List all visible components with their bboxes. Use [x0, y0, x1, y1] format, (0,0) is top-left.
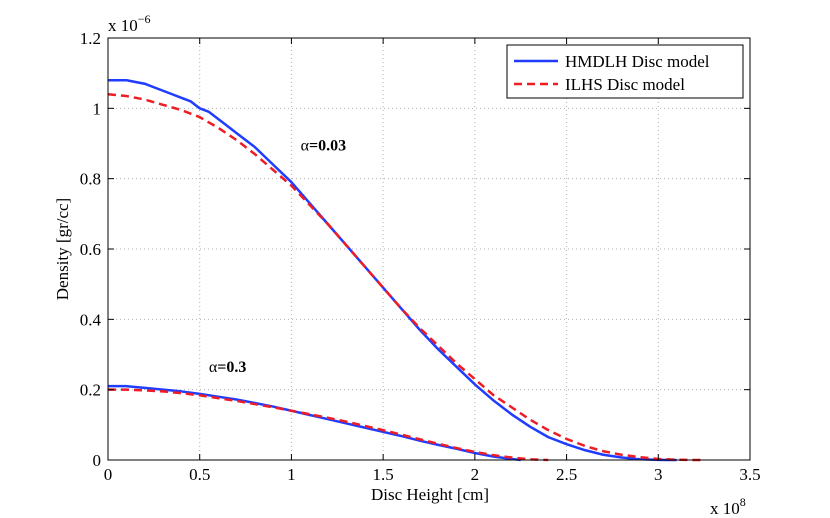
series-line-ilhs-disc-model-alpha-0-03: [107, 93, 705, 462]
x-exponent: x 108: [710, 495, 746, 518]
y-tick-label: 0.4: [80, 310, 102, 329]
y-exponent: x 10−6: [108, 12, 151, 35]
y-axis-label: Density [gr/cc]: [53, 198, 72, 300]
y-tick-label: 1.2: [80, 29, 101, 48]
legend-label-ilhs: ILHS Disc model: [565, 75, 685, 94]
alpha-annotation: α=0.03: [301, 138, 347, 155]
x-tick-label: 0.5: [189, 465, 210, 484]
x-tick-label: 1.5: [373, 465, 394, 484]
x-tick-label: 1: [287, 465, 296, 484]
x-tick-label: 2: [471, 465, 480, 484]
x-axis-label: Disc Height [cm]: [371, 485, 489, 504]
y-tick-label: 1: [93, 99, 102, 118]
series-line-ilhs-disc-model-alpha-0-3: [108, 388, 549, 462]
x-tick-label: 0: [104, 465, 113, 484]
legend: HMDLH Disc model ILHS Disc model: [506, 44, 744, 99]
annotations: α=0.03 α=0.3: [209, 138, 346, 377]
x-tick-label: 3: [654, 465, 663, 484]
alpha-annotation: α=0.3: [209, 359, 247, 376]
x-tick-label: 3.5: [739, 465, 760, 484]
series-layer: [107, 78, 705, 462]
y-tick-labels: 0 0.2 0.4 0.6 0.8 1 1.2: [80, 29, 102, 470]
y-tick-label: 0.8: [80, 170, 101, 189]
y-tick-label: 0.2: [80, 381, 101, 400]
x-tick-labels: 0 0.5 1 1.5 2 2.5 3 3.5: [104, 465, 761, 484]
legend-box: [506, 44, 744, 99]
ticks: [107, 37, 751, 461]
y-tick-label: 0: [93, 451, 102, 470]
legend-label-hmdlh: HMDLH Disc model: [565, 52, 710, 71]
y-tick-label: 0.6: [80, 240, 101, 259]
series-line-hmdlh-disc-model-alpha-0-03: [108, 78, 677, 462]
x-tick-label: 2.5: [556, 465, 577, 484]
